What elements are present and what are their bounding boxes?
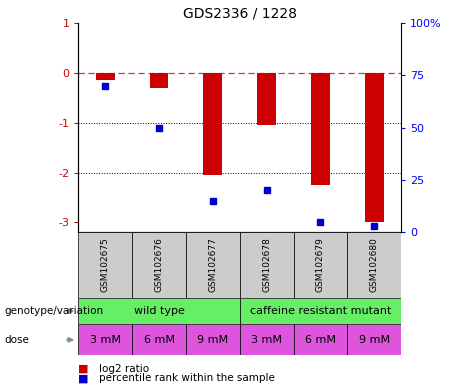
Text: dose: dose <box>5 335 30 345</box>
Bar <box>203 73 222 175</box>
Bar <box>311 73 330 185</box>
Text: 3 mM: 3 mM <box>251 335 282 345</box>
Text: GSM102677: GSM102677 <box>208 238 217 292</box>
Bar <box>365 73 384 222</box>
Text: 6 mM: 6 mM <box>143 335 175 345</box>
Text: ■: ■ <box>78 373 89 383</box>
Bar <box>150 73 168 88</box>
Text: 3 mM: 3 mM <box>90 335 121 345</box>
Bar <box>294 324 347 355</box>
Bar <box>96 73 115 80</box>
Bar <box>240 324 294 355</box>
Text: GSM102675: GSM102675 <box>101 238 110 292</box>
Text: 6 mM: 6 mM <box>305 335 336 345</box>
Text: percentile rank within the sample: percentile rank within the sample <box>99 373 275 383</box>
Bar <box>257 73 276 125</box>
Text: genotype/variation: genotype/variation <box>5 306 104 316</box>
Text: GSM102680: GSM102680 <box>370 238 378 292</box>
Text: GSM102679: GSM102679 <box>316 238 325 292</box>
Text: GSM102676: GSM102676 <box>154 238 164 292</box>
Bar <box>186 324 240 355</box>
Bar <box>240 232 294 298</box>
Text: ■: ■ <box>78 364 89 374</box>
Text: log2 ratio: log2 ratio <box>99 364 149 374</box>
Bar <box>347 232 401 298</box>
Bar <box>78 232 132 298</box>
Bar <box>132 324 186 355</box>
Text: caffeine resistant mutant: caffeine resistant mutant <box>250 306 391 316</box>
Text: 9 mM: 9 mM <box>197 335 228 345</box>
Bar <box>78 298 240 324</box>
Bar <box>294 232 347 298</box>
Bar <box>347 324 401 355</box>
Bar <box>132 232 186 298</box>
Title: GDS2336 / 1228: GDS2336 / 1228 <box>183 7 297 20</box>
Bar <box>186 232 240 298</box>
Bar <box>240 298 401 324</box>
Text: wild type: wild type <box>134 306 184 316</box>
Text: 9 mM: 9 mM <box>359 335 390 345</box>
Bar <box>78 324 132 355</box>
Text: GSM102678: GSM102678 <box>262 238 271 292</box>
